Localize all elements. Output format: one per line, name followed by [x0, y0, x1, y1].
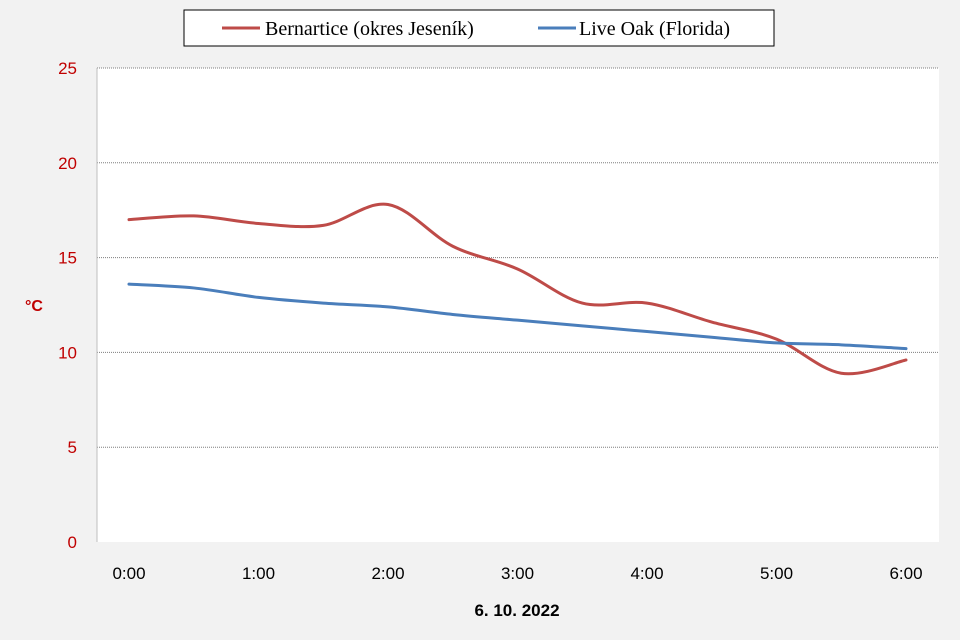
- y-tick-label: 10: [58, 343, 77, 362]
- series-line-1: [127, 282, 908, 351]
- legend-box: [183, 9, 775, 47]
- series-line-0: [127, 202, 908, 376]
- x-tick-label: 6:00: [889, 564, 922, 583]
- x-tick-label: 5:00: [760, 564, 793, 583]
- y-axis-label: °C: [25, 298, 43, 315]
- x-tick-label: 2:00: [371, 564, 404, 583]
- plot-area: [97, 68, 939, 542]
- legend-label-live-oak: Live Oak (Florida): [579, 18, 730, 40]
- series-lines: [127, 202, 908, 376]
- x-tick-label: 1:00: [242, 564, 275, 583]
- legend: Bernartice (okres Jeseník) Live Oak (Flo…: [183, 9, 775, 47]
- y-tick-label: 15: [58, 249, 77, 268]
- x-tick-label: 3:00: [501, 564, 534, 583]
- y-tick-label: 20: [58, 154, 77, 173]
- y-tick-labels: 0 5 10 15 20 25: [58, 59, 77, 552]
- x-axis-label: 6. 10. 2022: [474, 601, 559, 620]
- x-tick-label: 0:00: [112, 564, 145, 583]
- legend-label-bernartice: Bernartice (okres Jeseník): [265, 18, 474, 40]
- y-tick-label: 0: [68, 533, 77, 552]
- grid-lines: [97, 67, 939, 448]
- y-tick-label: 5: [68, 438, 77, 457]
- y-tick-label: 25: [58, 59, 77, 78]
- x-tick-labels: 0:00 1:00 2:00 3:00 4:00 5:00 6:00: [112, 564, 922, 583]
- x-tick-label: 4:00: [630, 564, 663, 583]
